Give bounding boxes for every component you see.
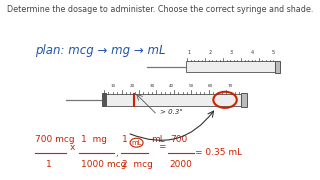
Bar [103, 94, 241, 106]
Text: 2  mcg: 2 mcg [122, 160, 153, 169]
Text: 1: 1 [122, 135, 131, 144]
Text: 30: 30 [149, 84, 155, 88]
Text: 1: 1 [45, 160, 51, 169]
Text: 2: 2 [208, 50, 211, 55]
Text: 20: 20 [130, 84, 135, 88]
Text: mL: mL [151, 135, 165, 144]
Bar [186, 61, 275, 72]
Text: plan: mcg → mg → mL: plan: mcg → mg → mL [35, 44, 165, 57]
Text: 1000 mcg: 1000 mcg [81, 160, 126, 169]
Text: 3: 3 [229, 50, 232, 55]
Bar [241, 93, 247, 107]
Text: 60: 60 [208, 84, 213, 88]
Text: 50: 50 [188, 84, 194, 88]
Text: =: = [158, 143, 165, 152]
Text: 70: 70 [228, 84, 233, 88]
Bar [102, 93, 107, 107]
Text: = 0.35 mL: = 0.35 mL [195, 148, 242, 157]
Text: 4: 4 [251, 50, 254, 55]
Text: ,: , [116, 149, 118, 158]
Text: Determine the dosage to administer. Choose the correct syringe and shade.: Determine the dosage to administer. Choo… [7, 5, 313, 14]
Text: 10: 10 [111, 84, 116, 88]
Text: 40: 40 [169, 84, 174, 88]
Text: 5: 5 [272, 50, 275, 55]
Text: mL: mL [131, 140, 142, 146]
Bar [275, 60, 280, 73]
Text: x: x [70, 143, 76, 152]
Text: 2000: 2000 [169, 160, 192, 169]
Text: 700: 700 [171, 135, 188, 144]
Text: > 0.3": > 0.3" [160, 109, 183, 115]
Text: 700 mcg: 700 mcg [35, 135, 75, 144]
Text: 1  mg: 1 mg [81, 135, 107, 144]
Text: 1: 1 [187, 50, 190, 55]
